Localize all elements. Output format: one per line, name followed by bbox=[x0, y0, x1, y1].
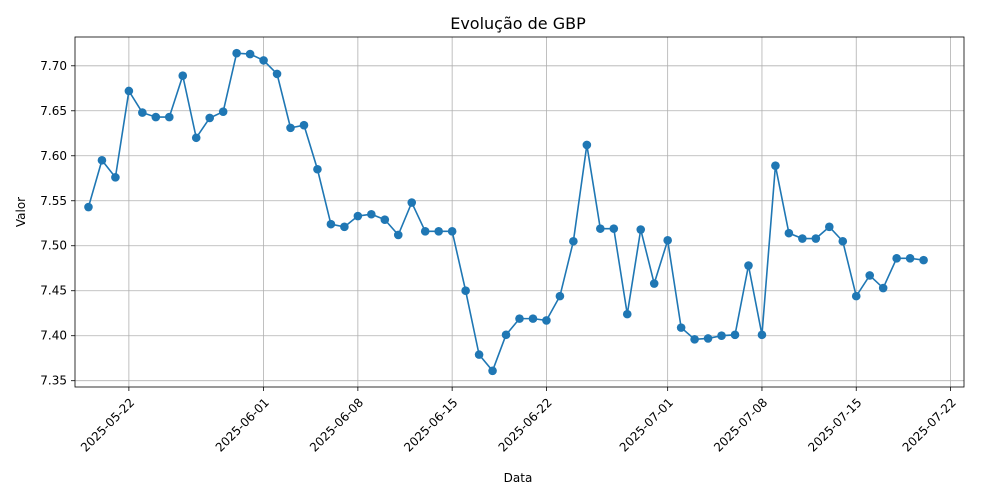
x-tick-label: 2025-06-22 bbox=[496, 395, 555, 454]
data-point bbox=[299, 120, 309, 130]
data-point bbox=[542, 316, 551, 325]
x-axis-ticks: 2025-05-22 2025-06-01 2025-06-08 2025-06-15… bbox=[78, 387, 959, 455]
data-point bbox=[501, 330, 511, 340]
data-point bbox=[757, 330, 767, 340]
data-point bbox=[488, 366, 497, 376]
x-tick-label: 2025-06-15 bbox=[401, 395, 460, 454]
data-point bbox=[353, 211, 363, 221]
data-point bbox=[649, 279, 659, 288]
grid-lines bbox=[75, 37, 964, 387]
data-point bbox=[811, 234, 821, 243]
data-point bbox=[205, 113, 214, 123]
data-point bbox=[326, 219, 336, 229]
x-tick-label: 2025-06-01 bbox=[213, 395, 272, 454]
data-point bbox=[663, 236, 672, 245]
data-point bbox=[596, 224, 605, 233]
data-point bbox=[865, 271, 875, 280]
data-point bbox=[825, 222, 834, 232]
data-point bbox=[313, 164, 322, 174]
data-point bbox=[609, 224, 619, 233]
data-point bbox=[178, 71, 188, 80]
x-tick-label: 2025-07-22 bbox=[900, 395, 959, 454]
x-tick-label: 2025-06-08 bbox=[307, 395, 366, 454]
data-point bbox=[164, 112, 174, 122]
data-point bbox=[905, 254, 915, 263]
data-point bbox=[851, 291, 861, 301]
data-point bbox=[528, 314, 538, 323]
data-point bbox=[447, 227, 457, 236]
series-line bbox=[87, 52, 924, 373]
x-tick-label: 2025-07-08 bbox=[711, 395, 770, 454]
data-point bbox=[138, 108, 147, 117]
data-point bbox=[744, 261, 753, 270]
data-point bbox=[892, 254, 901, 263]
data-point bbox=[245, 49, 255, 59]
data-point bbox=[259, 56, 268, 65]
data-point bbox=[676, 323, 686, 332]
y-tick-label: 7.60 bbox=[40, 149, 67, 163]
x-tick-label: 2025-05-22 bbox=[78, 395, 137, 454]
series-layer bbox=[84, 48, 928, 376]
data-point bbox=[569, 236, 578, 246]
data-point bbox=[111, 173, 120, 182]
data-point bbox=[286, 123, 295, 133]
data-point bbox=[97, 155, 107, 165]
data-point bbox=[474, 350, 484, 359]
chart-title: Evolução de GBP bbox=[450, 14, 586, 33]
data-point bbox=[124, 86, 134, 96]
data-point bbox=[582, 140, 592, 150]
data-point bbox=[622, 309, 632, 319]
data-point bbox=[367, 209, 376, 219]
data-point bbox=[272, 69, 282, 79]
data-point bbox=[690, 335, 699, 344]
plot-frame bbox=[74, 36, 965, 388]
data-point bbox=[340, 222, 349, 232]
data-point bbox=[380, 215, 390, 224]
data-point bbox=[555, 291, 565, 301]
data-point bbox=[84, 202, 93, 212]
data-point bbox=[730, 330, 740, 340]
y-axis-label: Valor bbox=[14, 197, 28, 227]
y-tick-label: 7.35 bbox=[40, 374, 67, 388]
data-point bbox=[420, 227, 430, 236]
data-point bbox=[878, 283, 888, 293]
data-point bbox=[515, 314, 524, 323]
y-tick-label: 7.65 bbox=[40, 104, 67, 118]
data-point bbox=[919, 255, 928, 265]
x-tick-label: 2025-07-01 bbox=[617, 395, 676, 454]
x-tick-label: 2025-07-15 bbox=[805, 395, 864, 454]
data-point bbox=[703, 334, 713, 343]
data-point bbox=[151, 112, 161, 122]
data-point bbox=[461, 286, 470, 296]
data-point bbox=[232, 48, 241, 58]
data-point bbox=[191, 133, 201, 143]
data-point bbox=[434, 227, 443, 236]
data-point bbox=[218, 107, 228, 116]
data-point bbox=[784, 228, 794, 238]
data-point bbox=[717, 331, 726, 341]
y-tick-label: 7.45 bbox=[40, 284, 67, 298]
y-tick-label: 7.70 bbox=[40, 59, 67, 73]
data-point bbox=[771, 161, 780, 170]
data-point bbox=[798, 234, 807, 243]
data-point bbox=[636, 225, 646, 234]
x-axis-label: Data bbox=[504, 471, 533, 485]
y-tick-label: 7.55 bbox=[40, 194, 67, 208]
y-tick-label: 7.50 bbox=[40, 239, 67, 253]
data-point bbox=[838, 236, 848, 246]
data-point bbox=[407, 198, 417, 207]
y-tick-label: 7.40 bbox=[40, 329, 67, 343]
y-axis-ticks: 7.35 7.40 7.45 7.50 7.55 7.60 7.65 7.70 bbox=[40, 59, 75, 388]
data-point bbox=[393, 230, 403, 240]
